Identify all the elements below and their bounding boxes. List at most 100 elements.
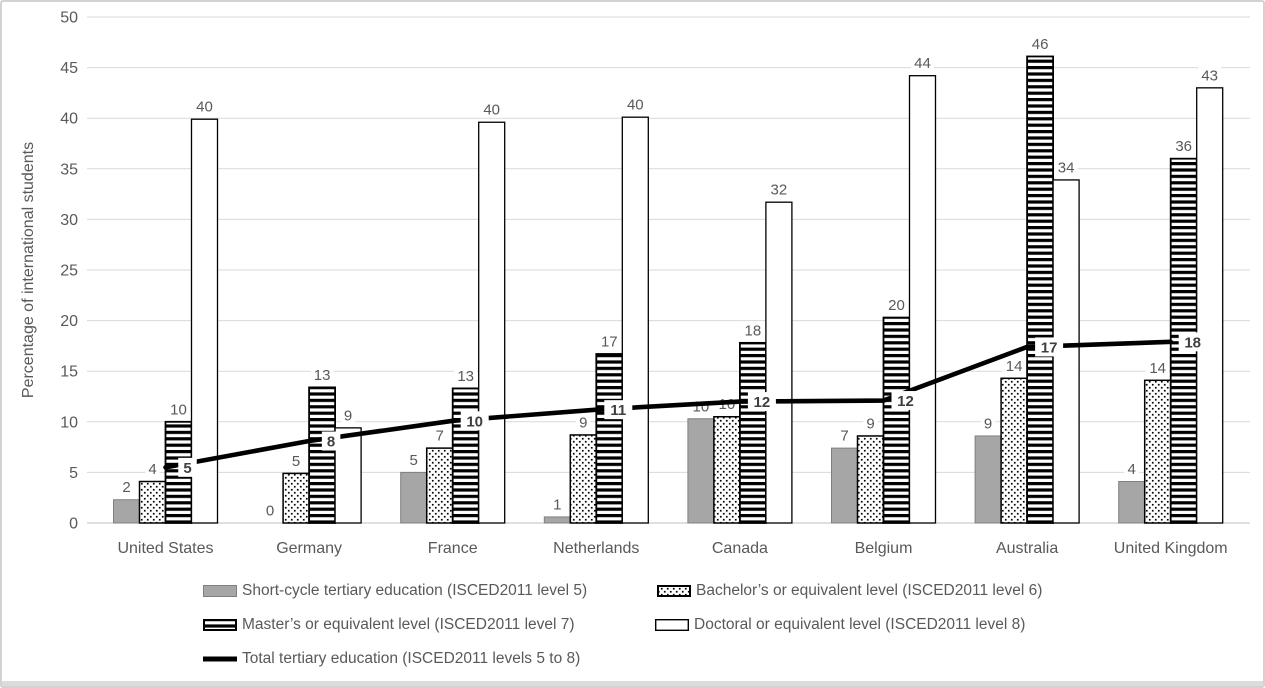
bar-label: 18	[745, 322, 762, 339]
total-label: 12	[754, 394, 771, 411]
legend-label-bachelor: Bachelor’s or equivalent level (ISCED201…	[696, 582, 1043, 599]
bar-label: 14	[1149, 360, 1166, 377]
bar-label-bg	[193, 97, 216, 115]
bar-label-bg	[597, 332, 621, 350]
bar	[831, 447, 858, 524]
total-label-bg	[891, 391, 920, 411]
bar	[138, 480, 167, 524]
x-category-label: Belgium	[855, 540, 913, 557]
bar-label: 4	[1128, 461, 1136, 478]
bar-label: 44	[914, 55, 931, 72]
bar	[1143, 379, 1172, 524]
legend-label-doctoral: Doctoral or equivalent level (ISCED2011 …	[694, 616, 1026, 633]
bar-label: 20	[888, 297, 905, 314]
y-tick-label: 20	[60, 313, 78, 330]
bar	[908, 75, 937, 524]
bar-label: 10	[693, 398, 710, 415]
legend-item-short-cycle: Short-cycle tertiary education (ISCED201…	[203, 581, 587, 601]
x-category-label: United Kingdom	[1114, 540, 1228, 557]
bar-label: 13	[314, 367, 331, 384]
bar	[739, 341, 767, 524]
total-label: 18	[1184, 334, 1201, 351]
bar-label-bg	[454, 366, 478, 384]
bar-label-bg	[288, 451, 304, 469]
bar-label-bg	[837, 426, 852, 444]
bar	[569, 434, 598, 524]
bar-label-bg	[1002, 356, 1026, 374]
y-tick-label: 0	[69, 516, 78, 533]
y-tick-label: 40	[60, 111, 78, 128]
bar-label: 9	[344, 407, 352, 424]
bar-label-bg	[980, 414, 996, 432]
bar-label: 14	[1006, 358, 1023, 375]
bar-label-bg	[1028, 34, 1052, 52]
total-label-bg	[178, 457, 197, 477]
x-category-label: United States	[117, 540, 213, 557]
window-bottom-edge	[2, 681, 1263, 686]
bar-label-bg	[863, 414, 878, 432]
bar	[1026, 55, 1054, 524]
bar-label-bg	[1146, 358, 1170, 376]
x-category-label: Australia	[996, 540, 1058, 557]
bar-label: 5	[410, 452, 418, 469]
legend-swatch-dotted-bar	[657, 584, 691, 598]
y-tick-label: 15	[60, 364, 78, 381]
bar	[543, 516, 571, 524]
total-label: 17	[1041, 339, 1058, 356]
legend-item-master: Master’s or equivalent level (ISCED2011 …	[203, 615, 575, 635]
bar-label-bg	[767, 180, 791, 198]
bar-label-bg	[145, 460, 160, 478]
bar-label-bg	[885, 296, 908, 314]
total-label: 5	[183, 460, 191, 477]
legend-item-total-line: Total tertiary education (ISCED2011 leve…	[203, 649, 580, 669]
bar-label-bg	[167, 400, 190, 418]
bar-label: 13	[457, 368, 474, 385]
legend-label-master: Master’s or equivalent level (ISCED2011 …	[242, 616, 575, 633]
bar	[1118, 481, 1146, 524]
bar-label: 9	[866, 415, 874, 432]
bar-label: 40	[196, 99, 213, 116]
bar	[1000, 377, 1028, 524]
bar-label: 17	[601, 333, 618, 350]
bar-label-bg	[1198, 66, 1222, 84]
legend-swatch-gray-bar	[203, 584, 237, 598]
bar	[974, 435, 1002, 524]
bar-label-bg	[550, 495, 565, 513]
total-label: 12	[897, 393, 914, 410]
bar	[282, 472, 310, 524]
bar	[882, 316, 911, 524]
total-label-bg	[1178, 332, 1207, 352]
total-label: 8	[327, 434, 335, 451]
legend-item-bachelor: Bachelor’s or equivalent level (ISCED201…	[657, 581, 1042, 601]
y-tick-label: 5	[69, 465, 78, 482]
total-label-bg	[1035, 337, 1064, 357]
bar-label-bg	[911, 54, 934, 72]
total-label-bg	[460, 411, 489, 431]
bar	[856, 435, 885, 524]
bar-label-bg	[480, 100, 504, 118]
y-tick-label: 10	[60, 414, 78, 431]
bar-label: 43	[1201, 67, 1218, 84]
bar-label: 34	[1058, 159, 1075, 176]
total-label-bg	[604, 400, 633, 420]
bar-label: 36	[1175, 138, 1192, 155]
bar	[765, 201, 793, 524]
y-axis-title: Percentage of international students	[20, 141, 37, 399]
bar-label-bg	[1172, 137, 1196, 155]
y-tick-label: 50	[60, 10, 78, 27]
bar-label-bg	[1054, 158, 1078, 176]
legend-label-total: Total tertiary education (ISCED2011 leve…	[242, 650, 581, 667]
bar-label: 32	[771, 182, 788, 199]
bar-label: 2	[122, 479, 130, 496]
bar-label-bg	[741, 321, 765, 339]
bar	[190, 118, 219, 524]
bar	[687, 418, 715, 524]
x-category-label: Netherlands	[553, 540, 639, 557]
bar-label-bg	[432, 426, 447, 444]
x-category-label: Canada	[712, 540, 768, 557]
bar-label-bg	[340, 406, 356, 424]
bar-label-bg	[1124, 460, 1139, 478]
bar-label: 46	[1032, 36, 1049, 53]
bar	[478, 121, 506, 524]
